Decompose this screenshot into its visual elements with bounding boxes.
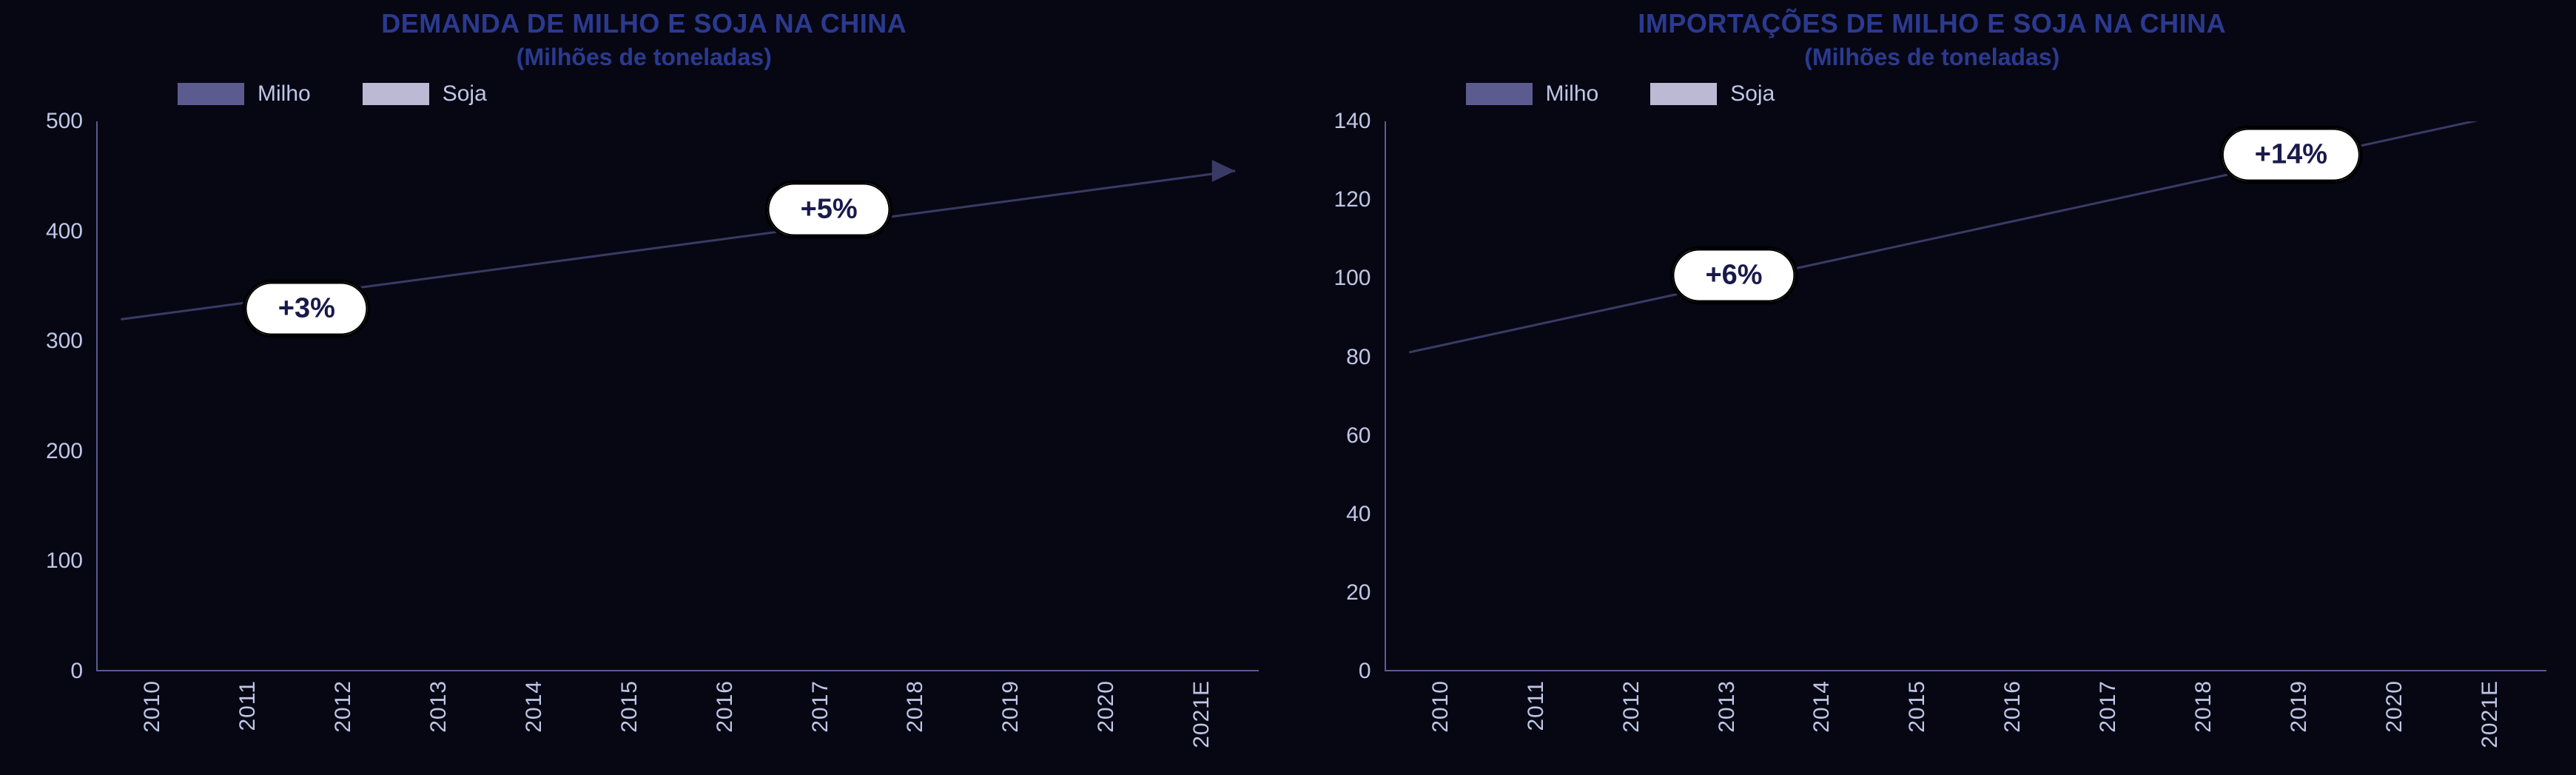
- growth-badge: +3%: [244, 281, 369, 336]
- x-tick-label: 2018: [2156, 671, 2252, 768]
- y-tick-label: 120: [1319, 187, 1371, 212]
- y-tick-label: 500: [31, 109, 83, 134]
- y-tick-label: 80: [1319, 345, 1371, 370]
- x-tick-label: 2010: [105, 671, 201, 768]
- x-tick-label: 2019: [2251, 671, 2347, 768]
- right-panel: IMPORTAÇÕES DE MILHO E SOJA NA CHINA (Mi…: [1288, 0, 2576, 775]
- left-panel: DEMANDA DE MILHO E SOJA NA CHINA (Milhõe…: [0, 0, 1288, 775]
- right-y-axis: 020406080100120140: [1318, 121, 1385, 671]
- legend-item-soja: Soja: [363, 81, 487, 107]
- legend-item-milho: Milho: [178, 81, 311, 107]
- legend-item-milho: Milho: [1466, 81, 1599, 107]
- x-tick-label: 2015: [582, 671, 677, 768]
- legend-label-milho: Milho: [258, 81, 311, 107]
- y-tick-label: 0: [1319, 659, 1371, 684]
- x-tick-label: 2011: [1488, 671, 1584, 768]
- left-bars: [98, 121, 1259, 671]
- y-tick-label: 20: [1319, 580, 1371, 605]
- swatch-milho: [178, 83, 244, 105]
- left-plot: +3% +5%: [96, 121, 1259, 671]
- x-tick-label: 2019: [964, 671, 1059, 768]
- x-tick-label: 2012: [296, 671, 391, 768]
- y-tick-label: 100: [1319, 266, 1371, 291]
- x-tick-label: 2014: [487, 671, 582, 768]
- x-tick-label: 2017: [2061, 671, 2156, 768]
- y-tick-label: 300: [31, 329, 83, 354]
- y-tick-label: 60: [1319, 423, 1371, 449]
- growth-badge: +14%: [2221, 127, 2361, 182]
- left-x-labels: 2010201120122013201420152016201720182019…: [30, 671, 1259, 768]
- x-tick-label: 2016: [677, 671, 773, 768]
- right-x-labels: 2010201120122013201420152016201720182019…: [1318, 671, 2547, 768]
- legend-label-soja: Soja: [1730, 81, 1775, 107]
- x-tick-label: 2013: [391, 671, 487, 768]
- growth-badge: +6%: [1671, 248, 1796, 303]
- left-y-axis: 0100200300400500: [30, 121, 96, 671]
- right-subtitle: (Milhões de toneladas): [1318, 44, 2547, 71]
- growth-badge: +5%: [767, 182, 892, 238]
- x-tick-label: 2011: [201, 671, 296, 768]
- x-tick-label: 2021E: [1154, 671, 1250, 768]
- left-chart: 0100200300400500 +3%+5%: [30, 121, 1259, 671]
- right-chart: 020406080100120140 +6%+14%: [1318, 121, 2547, 671]
- left-legend: Milho Soja: [30, 81, 1259, 107]
- right-title: IMPORTAÇÕES DE MILHO E SOJA NA CHINA: [1318, 7, 2547, 39]
- y-tick-label: 100: [31, 548, 83, 574]
- legend-label-soja: Soja: [443, 81, 487, 107]
- y-tick-label: 0: [31, 659, 83, 684]
- legend-label-milho: Milho: [1546, 81, 1599, 107]
- y-tick-label: 40: [1319, 502, 1371, 527]
- y-tick-label: 140: [1319, 109, 1371, 134]
- left-title: DEMANDA DE MILHO E SOJA NA CHINA: [30, 7, 1259, 39]
- x-tick-label: 2015: [1870, 671, 1965, 768]
- y-tick-label: 200: [31, 439, 83, 464]
- left-subtitle: (Milhões de toneladas): [30, 44, 1259, 71]
- x-tick-label: 2020: [2347, 671, 2442, 768]
- x-tick-label: 2020: [1059, 671, 1154, 768]
- swatch-soja: [363, 83, 429, 105]
- right-bars: [1386, 121, 2547, 671]
- x-tick-label: 2010: [1393, 671, 1489, 768]
- x-tick-label: 2014: [1775, 671, 1870, 768]
- right-plot: +6% +14%: [1385, 121, 2547, 671]
- x-tick-label: 2017: [773, 671, 868, 768]
- x-tick-label: 2021E: [2442, 671, 2538, 768]
- x-tick-label: 2013: [1679, 671, 1775, 768]
- y-tick-label: 400: [31, 219, 83, 244]
- x-tick-label: 2018: [868, 671, 964, 768]
- x-tick-label: 2016: [1965, 671, 2061, 768]
- legend-item-soja: Soja: [1650, 81, 1775, 107]
- swatch-milho: [1466, 83, 1533, 105]
- right-legend: Milho Soja: [1318, 81, 2547, 107]
- x-tick-label: 2012: [1584, 671, 1679, 768]
- swatch-soja: [1650, 83, 1717, 105]
- charts-wrap: DEMANDA DE MILHO E SOJA NA CHINA (Milhõe…: [0, 0, 2576, 775]
